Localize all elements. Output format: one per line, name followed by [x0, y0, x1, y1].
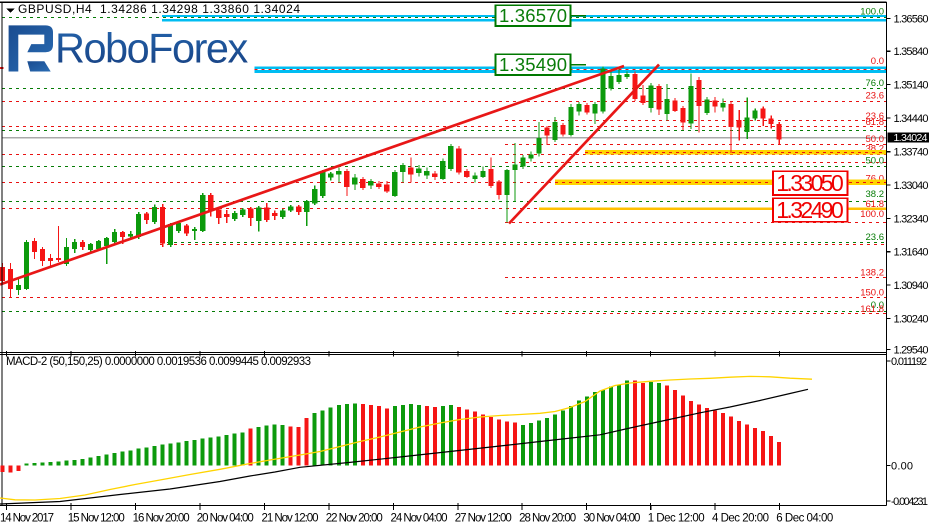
- svg-text:1.29540: 1.29540: [894, 345, 929, 357]
- svg-text:23.6: 23.6: [866, 111, 885, 122]
- svg-text:100.0: 100.0: [860, 209, 884, 220]
- svg-text:0.0: 0.0: [871, 56, 884, 67]
- svg-text:22 Nov 20:00: 22 Nov 20:00: [326, 513, 383, 525]
- svg-text:1.35840: 1.35840: [894, 46, 929, 58]
- svg-text:1 Dec 12:00: 1 Dec 12:00: [648, 513, 705, 525]
- svg-text:21 Nov 12:00: 21 Nov 12:00: [262, 513, 319, 525]
- svg-text:28 Nov 20:00: 28 Nov 20:00: [519, 513, 576, 525]
- svg-text:14 Nov 2017: 14 Nov 2017: [0, 513, 54, 525]
- svg-text:138.2: 138.2: [860, 267, 884, 278]
- svg-text:61.8: 61.8: [866, 199, 885, 210]
- svg-text:161.8: 161.8: [860, 304, 884, 315]
- svg-text:1.33740: 1.33740: [894, 147, 929, 159]
- svg-text:1.32340: 1.32340: [894, 213, 929, 225]
- svg-text:6 Dec 04:00: 6 Dec 04:00: [776, 513, 833, 525]
- svg-text:4 Dec 20:00: 4 Dec 20:00: [712, 513, 769, 525]
- svg-text:24 Nov 04:00: 24 Nov 04:00: [391, 513, 448, 525]
- svg-text:1.32490: 1.32490: [776, 197, 844, 223]
- svg-text:GBPUSD,H4 1.34286 1.34298 1.3: GBPUSD,H4 1.34286 1.34298 1.33860 1.3402…: [18, 2, 300, 16]
- svg-text:27 Nov 12:00: 27 Nov 12:00: [455, 513, 512, 525]
- svg-text:MACD-2 (50,150,25) 0.0000000 0: MACD-2 (50,150,25) 0.0000000 0.0019536 0…: [6, 356, 311, 368]
- svg-text:38.2: 38.2: [866, 189, 885, 200]
- svg-text:23.6: 23.6: [866, 232, 885, 243]
- svg-text:1.30940: 1.30940: [894, 280, 929, 292]
- svg-text:150.0: 150.0: [860, 287, 884, 298]
- svg-text:50.0: 50.0: [866, 134, 885, 145]
- svg-text:-0.004231: -0.004231: [891, 496, 928, 508]
- svg-text:76.0: 76.0: [866, 174, 885, 185]
- svg-text:38.2: 38.2: [866, 143, 885, 154]
- svg-text:1.33040: 1.33040: [894, 180, 929, 192]
- svg-text:20 Nov 04:00: 20 Nov 04:00: [197, 513, 254, 525]
- svg-text:1.30240: 1.30240: [894, 313, 929, 325]
- svg-text:1.36560: 1.36560: [894, 13, 929, 25]
- svg-text:0.011192: 0.011192: [891, 356, 927, 368]
- svg-text:100.0: 100.0: [860, 6, 884, 17]
- svg-text:15 Nov 12:00: 15 Nov 12:00: [68, 513, 125, 525]
- svg-text:1.36570: 1.36570: [499, 5, 567, 26]
- svg-text:1.34440: 1.34440: [894, 113, 929, 125]
- svg-text:1.34024: 1.34024: [894, 132, 928, 144]
- svg-text:16 Nov 20:00: 16 Nov 20:00: [133, 513, 190, 525]
- svg-text:61.8: 61.8: [866, 117, 885, 128]
- svg-text:1.31640: 1.31640: [894, 247, 929, 259]
- svg-text:30 Nov 04:00: 30 Nov 04:00: [583, 513, 640, 525]
- svg-text:23.6: 23.6: [866, 90, 885, 101]
- svg-text:1.35490: 1.35490: [499, 54, 567, 75]
- svg-text:1.33050: 1.33050: [776, 170, 844, 196]
- svg-text:50.0: 50.0: [866, 155, 885, 166]
- svg-text:76.0: 76.0: [866, 78, 885, 89]
- svg-text:1.35140: 1.35140: [894, 80, 929, 92]
- svg-text:0.00: 0.00: [891, 460, 913, 472]
- svg-text:0.0: 0.0: [871, 300, 884, 311]
- svg-text:RoboForex: RoboForex: [55, 25, 248, 72]
